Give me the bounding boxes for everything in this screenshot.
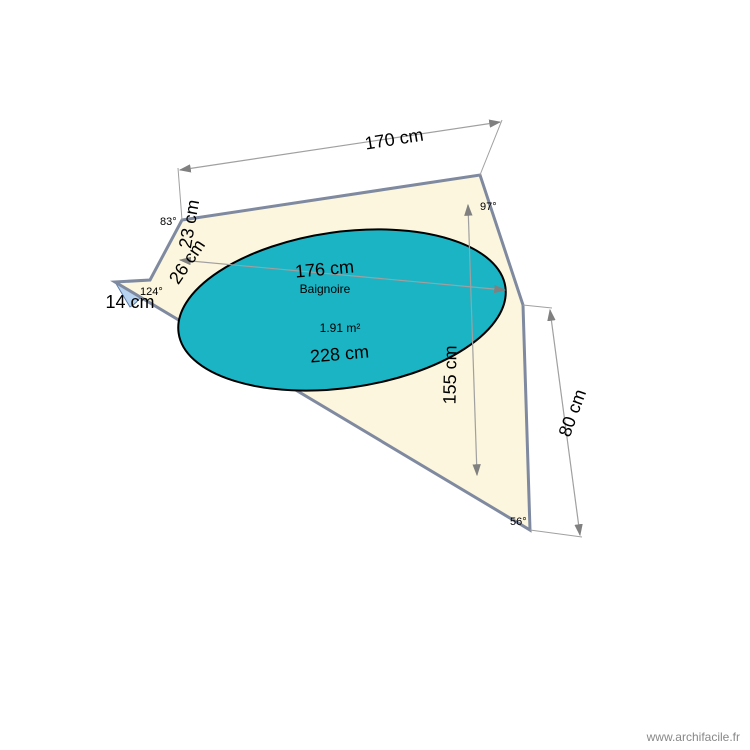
dim-right2: 155 cm: [439, 345, 460, 404]
dim-right1: 80 cm: [555, 386, 591, 439]
floorplan-diagram: 170 cm 80 cm 155 cm 23 cm 26 cm 14 cm 17…: [0, 0, 750, 750]
watermark: www.archifacile.fr: [647, 730, 740, 744]
angle-56: 56°: [510, 516, 527, 528]
ellipse-name: Baignoire: [300, 282, 351, 296]
ellipse-area: 1.91 m²: [320, 321, 361, 335]
dim-top: 170 cm: [363, 125, 424, 154]
angle-124: 124°: [140, 286, 163, 298]
angle-97: 97°: [480, 201, 497, 213]
angle-83: 83°: [160, 216, 177, 228]
